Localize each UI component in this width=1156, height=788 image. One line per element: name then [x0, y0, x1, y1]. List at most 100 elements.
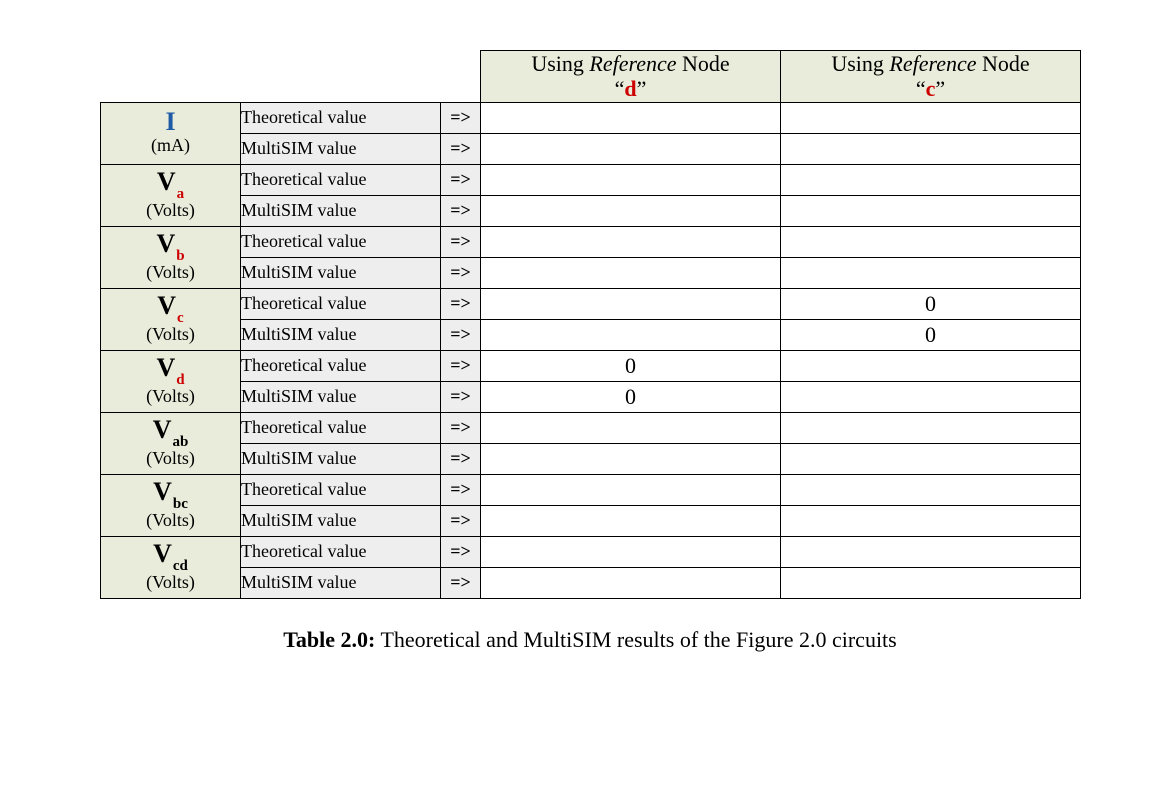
symbol-unit: (Volts) [101, 448, 240, 470]
value-cell [781, 257, 1081, 288]
header-suffix: Node [977, 51, 1030, 76]
value-cell [481, 567, 781, 598]
symbol-cell: I(mA) [101, 102, 241, 164]
multisim-label: MultiSIM value [241, 381, 441, 412]
symbol-main: Vab [101, 417, 240, 448]
value-cell [481, 133, 781, 164]
symbol-main: Vcd [101, 541, 240, 572]
caption-text: Theoretical and MultiSIM results of the … [375, 627, 896, 652]
value-cell [481, 164, 781, 195]
value-cell [481, 226, 781, 257]
arrow-icon: => [441, 536, 481, 567]
header-blank [101, 51, 481, 103]
value-cell: 0 [781, 319, 1081, 350]
table-caption: Table 2.0: Theoretical and MultiSIM resu… [100, 627, 1080, 653]
arrow-icon: => [441, 102, 481, 133]
value-cell [481, 474, 781, 505]
table-row: MultiSIM value=> [101, 505, 1081, 536]
symbol-unit: (Volts) [101, 200, 240, 222]
value-cell [481, 505, 781, 536]
table-row: MultiSIM value=>0 [101, 381, 1081, 412]
value-cell [781, 536, 1081, 567]
table-row: Vbc(Volts)Theoretical value=> [101, 474, 1081, 505]
table-row: MultiSIM value=> [101, 257, 1081, 288]
symbol-main: Vb [101, 231, 240, 262]
symbol-cell: Vd(Volts) [101, 350, 241, 412]
symbol-base: V [153, 477, 172, 506]
value-cell [481, 412, 781, 443]
symbol-unit: (Volts) [101, 386, 240, 408]
arrow-icon: => [441, 195, 481, 226]
quote-open: “ [916, 76, 926, 101]
value-cell [781, 102, 1081, 133]
value-cell [781, 381, 1081, 412]
multisim-label: MultiSIM value [241, 195, 441, 226]
symbol-cell: Vc(Volts) [101, 288, 241, 350]
caption-label: Table 2.0: [283, 627, 375, 652]
value-cell [481, 195, 781, 226]
theoretical-label: Theoretical value [241, 474, 441, 505]
symbol-unit: (Volts) [101, 324, 240, 346]
theoretical-label: Theoretical value [241, 536, 441, 567]
arrow-icon: => [441, 381, 481, 412]
symbol-subscript: b [176, 248, 184, 264]
arrow-icon: => [441, 257, 481, 288]
value-cell [781, 350, 1081, 381]
table-row: MultiSIM value=> [101, 567, 1081, 598]
symbol-unit: (Volts) [101, 510, 240, 532]
value-cell: 0 [781, 288, 1081, 319]
header-suffix: Node [677, 51, 730, 76]
node-d-letter: d [624, 76, 636, 101]
arrow-icon: => [441, 350, 481, 381]
theoretical-label: Theoretical value [241, 102, 441, 133]
value-cell [781, 443, 1081, 474]
arrow-icon: => [441, 505, 481, 536]
table-row: MultiSIM value=> [101, 133, 1081, 164]
value-cell [481, 536, 781, 567]
quote-close: ” [935, 76, 945, 101]
arrow-icon: => [441, 474, 481, 505]
table-row: Vab(Volts)Theoretical value=> [101, 412, 1081, 443]
arrow-icon: => [441, 288, 481, 319]
value-cell: 0 [481, 381, 781, 412]
multisim-label: MultiSIM value [241, 505, 441, 536]
symbol-base: V [157, 291, 176, 320]
symbol-base: V [156, 353, 175, 382]
symbol-cell: Vbc(Volts) [101, 474, 241, 536]
multisim-label: MultiSIM value [241, 257, 441, 288]
header-col-c: Using Reference Node “c” [781, 51, 1081, 103]
symbol-subscript: ab [172, 434, 188, 450]
table-row: MultiSIM value=>0 [101, 319, 1081, 350]
multisim-label: MultiSIM value [241, 319, 441, 350]
value-cell: 0 [481, 350, 781, 381]
arrow-icon: => [441, 443, 481, 474]
header-ref-word: Reference [589, 51, 676, 76]
symbol-subscript: a [177, 186, 185, 202]
symbol-base: V [153, 539, 172, 568]
symbol-unit: (Volts) [101, 262, 240, 284]
page: Using Reference Node “d” Using Reference… [0, 0, 1156, 653]
value-cell [781, 474, 1081, 505]
value-cell [781, 195, 1081, 226]
value-cell [781, 226, 1081, 257]
value-cell [481, 443, 781, 474]
quote-close: ” [637, 76, 647, 101]
multisim-label: MultiSIM value [241, 443, 441, 474]
theoretical-label: Theoretical value [241, 412, 441, 443]
symbol-unit: (Volts) [101, 572, 240, 594]
symbol-base: V [153, 415, 172, 444]
theoretical-label: Theoretical value [241, 288, 441, 319]
quote-open: “ [615, 76, 625, 101]
table-row: Vc(Volts)Theoretical value=>0 [101, 288, 1081, 319]
symbol-cell: Vcd(Volts) [101, 536, 241, 598]
value-cell [781, 412, 1081, 443]
results-table: Using Reference Node “d” Using Reference… [100, 50, 1081, 599]
value-cell [481, 257, 781, 288]
symbol-main: I [101, 109, 240, 135]
theoretical-label: Theoretical value [241, 350, 441, 381]
value-cell [481, 102, 781, 133]
arrow-icon: => [441, 133, 481, 164]
symbol-cell: Vb(Volts) [101, 226, 241, 288]
symbol-subscript: cd [173, 558, 188, 574]
table-row: MultiSIM value=> [101, 195, 1081, 226]
